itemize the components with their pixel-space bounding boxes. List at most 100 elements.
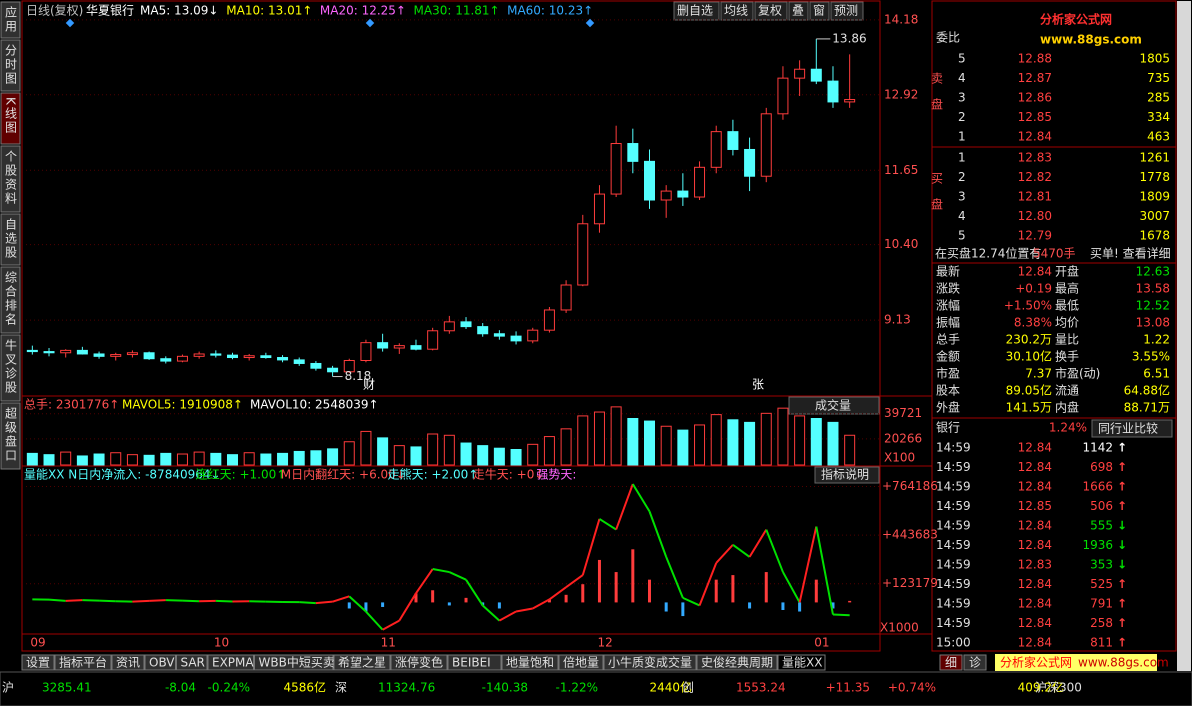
volume-bar — [493, 447, 505, 466]
volume-selector-label: 成交量 — [815, 398, 851, 413]
candle-body — [460, 321, 472, 328]
side-tab[interactable] — [0, 213, 21, 266]
tick-arrow: ↑ — [1117, 499, 1127, 513]
stat-label: 流通 — [1055, 384, 1079, 398]
candle-body — [176, 355, 188, 362]
quote-tab[interactable] — [963, 654, 987, 671]
candle-body — [510, 335, 522, 342]
bottom-tab[interactable] — [777, 654, 826, 671]
bottom-tab[interactable] — [144, 654, 176, 671]
bottom-tab-label: EXPMA — [212, 656, 254, 670]
bottom-tab-label: 小牛质变成交量 — [608, 655, 692, 670]
candle-body — [227, 354, 238, 359]
industry-button[interactable] — [1091, 419, 1173, 438]
flow-bar — [547, 599, 551, 603]
volume-bar — [794, 415, 806, 466]
bottom-tab[interactable] — [390, 654, 448, 671]
flow-bar — [431, 590, 435, 603]
tick-price: 12.84 — [1018, 636, 1052, 650]
bottom-tab[interactable] — [501, 654, 559, 671]
side-tab[interactable] — [0, 402, 21, 470]
bottom-tab[interactable] — [447, 654, 502, 671]
bottom-tab[interactable] — [176, 654, 208, 671]
bottom-tab[interactable] — [603, 654, 697, 671]
volume-bar — [93, 453, 105, 466]
tick-price: 12.84 — [1018, 460, 1052, 474]
stat-label: 市盈(动) — [1055, 366, 1100, 381]
side-tab[interactable] — [0, 1, 21, 39]
quote-tab[interactable] — [939, 654, 963, 671]
tick-arrow: ↓ — [1117, 519, 1127, 533]
bottom-tab[interactable] — [111, 654, 145, 671]
toolbar-button[interactable] — [673, 1, 720, 21]
flow-line-segment — [182, 599, 200, 603]
status-item: 11324.76 — [378, 681, 435, 695]
bottom-tab-label: WBB中短买卖 — [259, 655, 335, 670]
side-tab-label: 综合排名 — [4, 271, 18, 327]
stat-value: 12.52 — [1136, 299, 1170, 313]
flow-line-segment — [798, 526, 818, 603]
y-tick-label: 12.92 — [884, 87, 918, 101]
indicator-help[interactable] — [814, 466, 880, 484]
bottom-tab[interactable] — [254, 654, 334, 671]
flow-bar — [631, 549, 635, 603]
bottom-tab-label: SAR — [181, 656, 205, 670]
candle-body — [26, 349, 38, 353]
chart-frame — [21, 0, 881, 652]
volume-bar — [827, 421, 839, 466]
stat-label: 振幅 — [936, 315, 960, 330]
status-item: -8.04 — [165, 681, 196, 695]
side-tab[interactable] — [0, 266, 21, 334]
flow-line-segment — [581, 518, 601, 576]
flow-line-segment — [65, 599, 83, 602]
tick-volume: 525 — [1090, 577, 1113, 591]
stat-value: 6.51 — [1143, 367, 1170, 381]
bottom-tab[interactable] — [558, 654, 604, 671]
side-tab[interactable] — [0, 92, 21, 145]
tick-arrow: ↑ — [1117, 441, 1127, 455]
stat-label: 总手 — [936, 333, 960, 347]
stat-value: 13.58 — [1136, 282, 1170, 296]
side-tab[interactable] — [0, 39, 21, 92]
volume-bar — [243, 452, 255, 466]
status-item: 1553.24 — [736, 681, 786, 695]
bottom-tab[interactable] — [333, 654, 391, 671]
status-item: 沪 — [2, 681, 14, 695]
bottom-tab[interactable] — [21, 654, 55, 671]
side-tab[interactable] — [0, 145, 21, 213]
toolbar-button[interactable] — [720, 1, 754, 21]
flow-line-segment — [415, 568, 434, 594]
bottom-tab[interactable] — [696, 654, 778, 671]
side-tab[interactable] — [0, 334, 21, 402]
flow-bar — [381, 602, 385, 607]
volume-bar — [343, 441, 355, 466]
flow-line-segment — [398, 592, 417, 622]
tick-price: 12.84 — [1018, 616, 1052, 630]
candle-body — [610, 143, 622, 195]
toolbar-button[interactable] — [809, 1, 830, 21]
toolbar-label: 均线 — [724, 4, 748, 18]
volume-bar — [193, 451, 205, 466]
bottom-tab[interactable] — [54, 654, 112, 671]
candle-body — [593, 193, 605, 225]
y-tick-label: 14.18 — [884, 12, 918, 26]
flow-line-segment — [382, 619, 400, 631]
candle-body — [210, 353, 222, 356]
flow-line-segment — [715, 544, 734, 564]
candle-body — [76, 349, 88, 355]
stat-label: 股本 — [936, 384, 960, 398]
candle-body — [427, 330, 439, 350]
flow-line-segment — [732, 543, 751, 558]
stat-label: 最新 — [936, 264, 960, 279]
info-diamond[interactable] — [365, 18, 375, 28]
bottom-tab-label: 史俊经典周期 — [701, 655, 773, 670]
scrollbar — [1177, 1, 1191, 671]
tick-arrow: ↑ — [1117, 460, 1127, 474]
volume-bar — [660, 425, 672, 466]
flow-bar — [447, 602, 451, 606]
bottom-tab[interactable] — [207, 654, 254, 671]
volume: 1778 — [1139, 170, 1170, 184]
candle-body — [777, 77, 789, 115]
notice-link: 买单! 查看详细 — [1090, 246, 1171, 261]
stat-value: +1.50% — [1004, 299, 1052, 313]
